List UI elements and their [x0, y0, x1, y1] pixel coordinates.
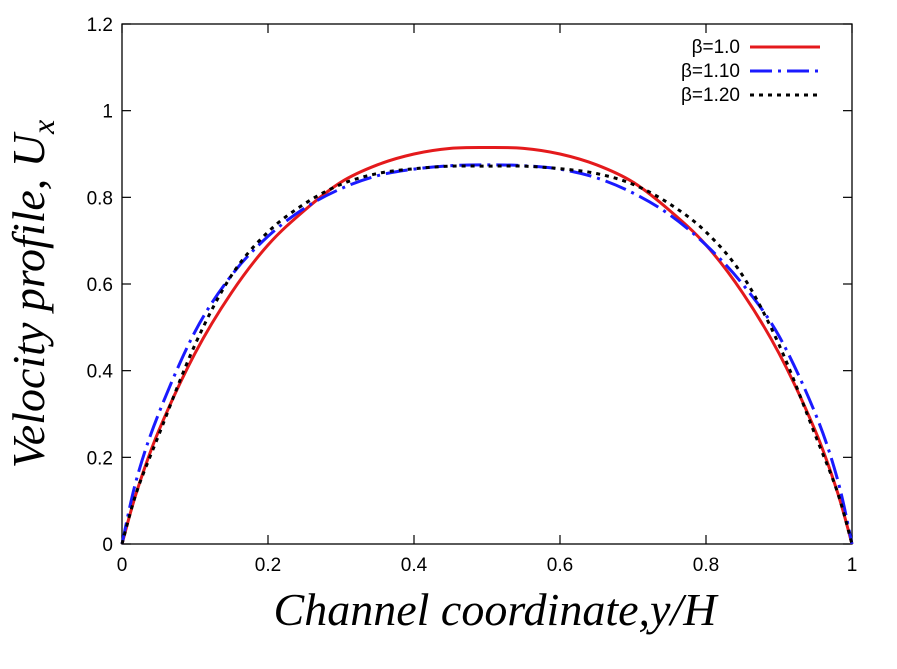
x-tick-label: 0.4	[401, 555, 428, 576]
x-tick-label: 0.8	[693, 555, 719, 576]
y-tick-label: 0.2	[87, 448, 113, 469]
legend-label-1: β=1.0	[692, 37, 740, 58]
y-axis-title-subscript: x	[25, 120, 61, 135]
series-line-3	[120, 164, 854, 545]
y-axis-title-main: Velocity profile, U	[3, 131, 54, 468]
series-line-1	[120, 145, 854, 545]
y-axis-title: Velocity profile, Ux	[3, 120, 61, 468]
series-line-2	[120, 163, 854, 545]
legend: β=1.0 β=1.10 β=1.20	[681, 37, 820, 106]
y-tick-label: 0	[102, 535, 113, 556]
x-tick-label: 1	[847, 555, 858, 576]
plot-frame	[121, 23, 853, 545]
ticks-layer: 0 0.2 0.4 0.6 0.8 1 0 0.2 0.4 0.6 0.8 1 1.2	[87, 15, 858, 576]
series-layer	[120, 145, 854, 545]
y-tick-label: 0.4	[87, 362, 114, 383]
legend-label-3: β=1.20	[681, 85, 740, 106]
y-tick-label: 1.2	[87, 15, 113, 36]
x-axis-title: Channel coordinate,y/H	[274, 584, 720, 635]
x-tick-label: 0.2	[255, 555, 281, 576]
y-tick-label: 0.8	[87, 188, 113, 209]
x-tick-label: 0.6	[547, 555, 573, 576]
x-tick-label: 0	[117, 555, 128, 576]
plot-area: 0 0.2 0.4 0.6 0.8 100.20.40.60.811.2 β=1.0β=1…	[87, 15, 858, 576]
y-tick-label: 0.6	[87, 275, 113, 296]
y-tick-label: 1	[102, 102, 113, 123]
legend-label-2: β=1.10	[681, 61, 740, 82]
